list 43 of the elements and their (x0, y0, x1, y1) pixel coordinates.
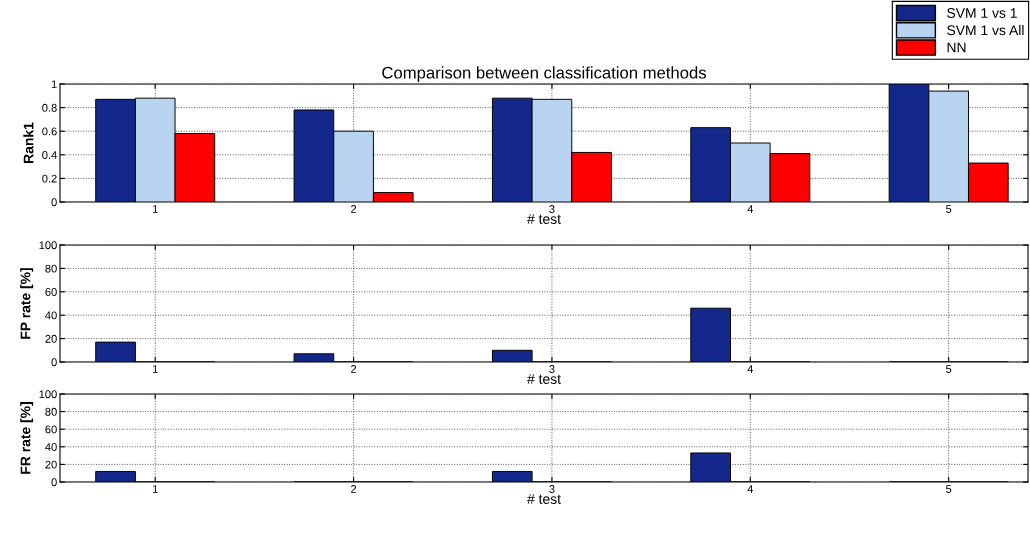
x-axis-title: # test (527, 214, 561, 224)
y-tick-label: 20 (45, 460, 57, 469)
y-tick-label: 100 (39, 241, 57, 250)
x-tick-label: 3 (549, 365, 555, 373)
legend-label: SVM 1 vs 1 (947, 8, 1017, 18)
chart-title: Comparison between classification methods (382, 66, 706, 82)
y-tick-label: 0.8 (42, 103, 57, 112)
x-tick-label: 4 (747, 365, 754, 373)
x-tick-label: 5 (946, 485, 952, 493)
y-axis-title: Rank1 (23, 122, 34, 163)
y-tick-label: 60 (45, 425, 57, 434)
x-tick-label: 3 (549, 485, 555, 493)
y-tick-label: 100 (39, 390, 57, 399)
y-tick-label: 0 (51, 198, 57, 207)
y-tick-label: 80 (45, 407, 57, 416)
x-tick-label: 2 (351, 485, 357, 493)
x-tick-label: 5 (946, 365, 952, 373)
x-axis-title: # test (527, 374, 561, 384)
y-tick-label: 0.2 (42, 174, 57, 183)
y-tick-label: 0.4 (42, 151, 57, 159)
y-tick-label: 0 (51, 358, 57, 367)
x-tick-label: 1 (152, 485, 158, 493)
y-tick-label: 0.6 (42, 127, 57, 136)
legend-label: NN (947, 42, 966, 53)
x-tick-label: 5 (946, 205, 952, 213)
x-tick-label: 4 (747, 205, 754, 213)
legend-label: SVM 1 vs All (947, 24, 1024, 36)
x-tick-label: 4 (747, 485, 754, 493)
y-tick-label: 60 (45, 288, 57, 296)
y-axis-title: FR rate [%] (20, 402, 34, 474)
x-tick-label: 3 (549, 205, 555, 213)
y-axis-title: FP rate [%] (20, 268, 34, 339)
y-tick-label: 0 (51, 478, 57, 487)
x-axis-title: # test (527, 494, 561, 504)
x-tick-label: 2 (351, 365, 357, 373)
y-tick-label: 20 (45, 334, 57, 343)
y-tick-label: 1 (51, 80, 57, 89)
x-tick-label: 1 (152, 205, 158, 213)
x-tick-label: 2 (351, 205, 357, 213)
x-tick-label: 1 (152, 365, 158, 373)
y-tick-label: 40 (45, 443, 57, 451)
y-tick-label: 40 (45, 311, 57, 320)
y-tick-label: 80 (45, 264, 57, 273)
